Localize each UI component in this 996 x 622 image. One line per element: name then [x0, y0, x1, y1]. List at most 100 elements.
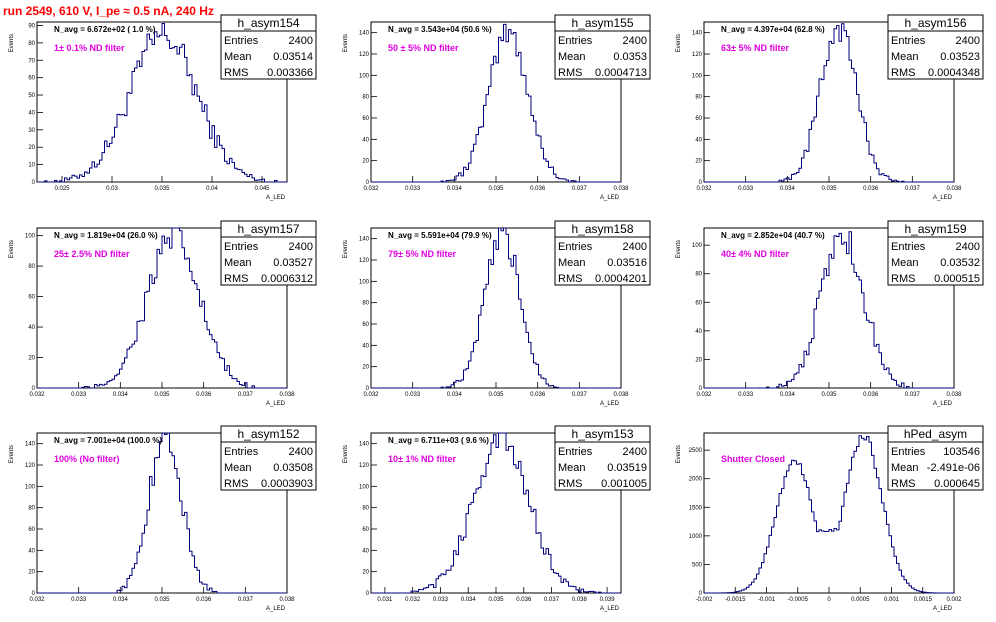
- stat-value-mean: 0.03514: [273, 51, 313, 63]
- x-tick-label: 0.034: [780, 186, 796, 192]
- y-tick-label: 60: [362, 527, 369, 533]
- x-tick-label: 0.035: [821, 392, 837, 398]
- stat-key-rms: RMS: [224, 273, 248, 285]
- y-tick-label: 100: [25, 484, 36, 490]
- x-tick-label: 0.036: [863, 186, 879, 192]
- stat-key-rms: RMS: [891, 478, 915, 490]
- histogram-line: [704, 231, 954, 389]
- x-tick-label: 0.032: [29, 597, 45, 603]
- y-tick-label: 50: [28, 93, 35, 99]
- histogram-line: [371, 227, 621, 389]
- y-axis-label: Events: [9, 445, 15, 463]
- x-tick-label: 0.033: [405, 186, 421, 192]
- stat-value-rms: 0.001005: [601, 478, 647, 490]
- y-tick-label: 100: [359, 73, 370, 79]
- stat-value-mean: 0.03516: [607, 257, 647, 269]
- y-tick-label: 1500: [689, 505, 703, 511]
- navg-label: N_avg = 6.711e+03 ( 9.6 %): [388, 436, 489, 445]
- stat-value-rms: 0.0003903: [261, 478, 313, 490]
- y-tick-label: 40: [28, 110, 35, 116]
- y-tick-label: 60: [695, 300, 702, 306]
- histogram-line: [37, 227, 287, 389]
- x-tick-label: 0.002: [946, 597, 962, 603]
- histogram-line: [371, 432, 621, 594]
- y-axis-label: Events: [343, 34, 349, 52]
- histogram-name: h_asym157: [237, 222, 299, 236]
- x-tick-label: 0.045: [254, 186, 270, 192]
- stat-value-entries: 2400: [956, 35, 980, 47]
- filter-label: 10± 1% ND filter: [388, 454, 456, 464]
- stats-box: [887, 14, 984, 80]
- y-axis-label: Events: [676, 240, 682, 258]
- y-tick-label: 80: [362, 506, 369, 512]
- x-tick-label: 0.038: [946, 186, 962, 192]
- x-tick-label: 0.034: [780, 392, 796, 398]
- stats-box: [554, 220, 651, 286]
- filter-label: 50 ± 5% ND filter: [388, 43, 459, 53]
- x-axis-label: A_LED: [600, 606, 620, 612]
- histogram-line: [37, 22, 287, 183]
- stat-value-rms: 0.0004201: [595, 273, 647, 285]
- navg-label: N_avg = 7.001e+04 (100.0 %): [54, 436, 162, 445]
- x-tick-label: 0.035: [154, 597, 170, 603]
- stat-value-rms: 0.0004713: [595, 67, 647, 79]
- y-tick-label: 120: [359, 52, 370, 58]
- y-tick-label: 100: [25, 234, 36, 240]
- stats-box: [887, 220, 984, 286]
- y-tick-label: 2500: [689, 448, 703, 454]
- y-tick-label: 0: [32, 591, 36, 597]
- stat-key-entries: Entries: [558, 446, 593, 458]
- stats-box: [220, 14, 317, 80]
- stat-value-mean: 0.03519: [607, 462, 647, 474]
- filter-label: 40± 4% ND filter: [721, 249, 789, 259]
- stats-box: [220, 220, 317, 286]
- y-tick-label: 20: [362, 159, 369, 165]
- x-axis-label: A_LED: [600, 401, 620, 407]
- y-tick-label: 80: [695, 272, 702, 278]
- x-tick-label: 0.037: [238, 597, 254, 603]
- y-tick-label: 80: [362, 301, 369, 307]
- stat-key-entries: Entries: [891, 241, 926, 253]
- y-tick-label: 120: [359, 258, 370, 264]
- x-tick-label: 0.035: [154, 392, 170, 398]
- stat-key-mean: Mean: [224, 51, 252, 63]
- histogram-name: h_asym152: [237, 427, 299, 441]
- x-tick-label: 0.034: [447, 186, 463, 192]
- x-tick-label: -0.0005: [788, 597, 809, 603]
- y-tick-label: 100: [359, 484, 370, 490]
- histogram-name: h_asym158: [571, 222, 633, 236]
- panel-h_asym152: 0 20 40 60 80 100 120 140 0.032 0.033 0.034 0.035 0.…: [9, 425, 317, 612]
- x-tick-label: 0.034: [447, 392, 463, 398]
- x-tick-label: 0.036: [863, 392, 879, 398]
- stat-key-rms: RMS: [224, 67, 248, 79]
- histogram-line: [704, 435, 954, 594]
- filter-label: 100% (No filter): [54, 454, 120, 464]
- stat-value-mean: -2.491e-06: [927, 462, 980, 474]
- panel-h_asym159: 0 20 40 60 80 100 0.032 0.033 0.034 0.035 0.036 0.0…: [676, 220, 984, 407]
- y-tick-label: 60: [362, 322, 369, 328]
- filter-label: 79± 5% ND filter: [388, 249, 456, 259]
- y-tick-label: 100: [692, 73, 703, 79]
- x-tick-label: 0.035: [154, 186, 170, 192]
- x-tick-label: 0.037: [572, 186, 588, 192]
- stat-key-entries: Entries: [891, 446, 926, 458]
- filter-label: Shutter Closed: [721, 454, 785, 464]
- y-tick-label: 20: [28, 570, 35, 576]
- panel-h_asym155: 0 20 40 60 80 100 120 140 0.032 0.033 0.034 0.035 0.…: [343, 14, 651, 201]
- stat-key-entries: Entries: [224, 35, 259, 47]
- x-tick-label: -0.001: [758, 597, 776, 603]
- stat-key-entries: Entries: [224, 446, 259, 458]
- panel-hPed_asym: 0 500 1000 1500 2000 2500 -0.002 -0.0015 -0.001 -…: [676, 425, 984, 612]
- y-tick-label: 140: [359, 31, 370, 37]
- y-axis-label: Events: [9, 240, 15, 258]
- x-axis-label: A_LED: [933, 401, 953, 407]
- stat-value-mean: 0.03527: [273, 257, 313, 269]
- stat-value-rms: 0.0006312: [261, 273, 313, 285]
- y-tick-label: 0: [366, 386, 370, 392]
- y-tick-label: 100: [359, 279, 370, 285]
- panel-h_asym154: 0 10 20 30 40 50 60 70 80 90 0.025 0.03 0.035 0.04 0.0…: [9, 14, 317, 201]
- y-tick-label: 140: [359, 442, 370, 448]
- stat-key-mean: Mean: [891, 257, 919, 269]
- navg-label: N_avg = 2.852e+04 (40.7 %): [721, 231, 825, 240]
- x-tick-label: 0.033: [433, 597, 449, 603]
